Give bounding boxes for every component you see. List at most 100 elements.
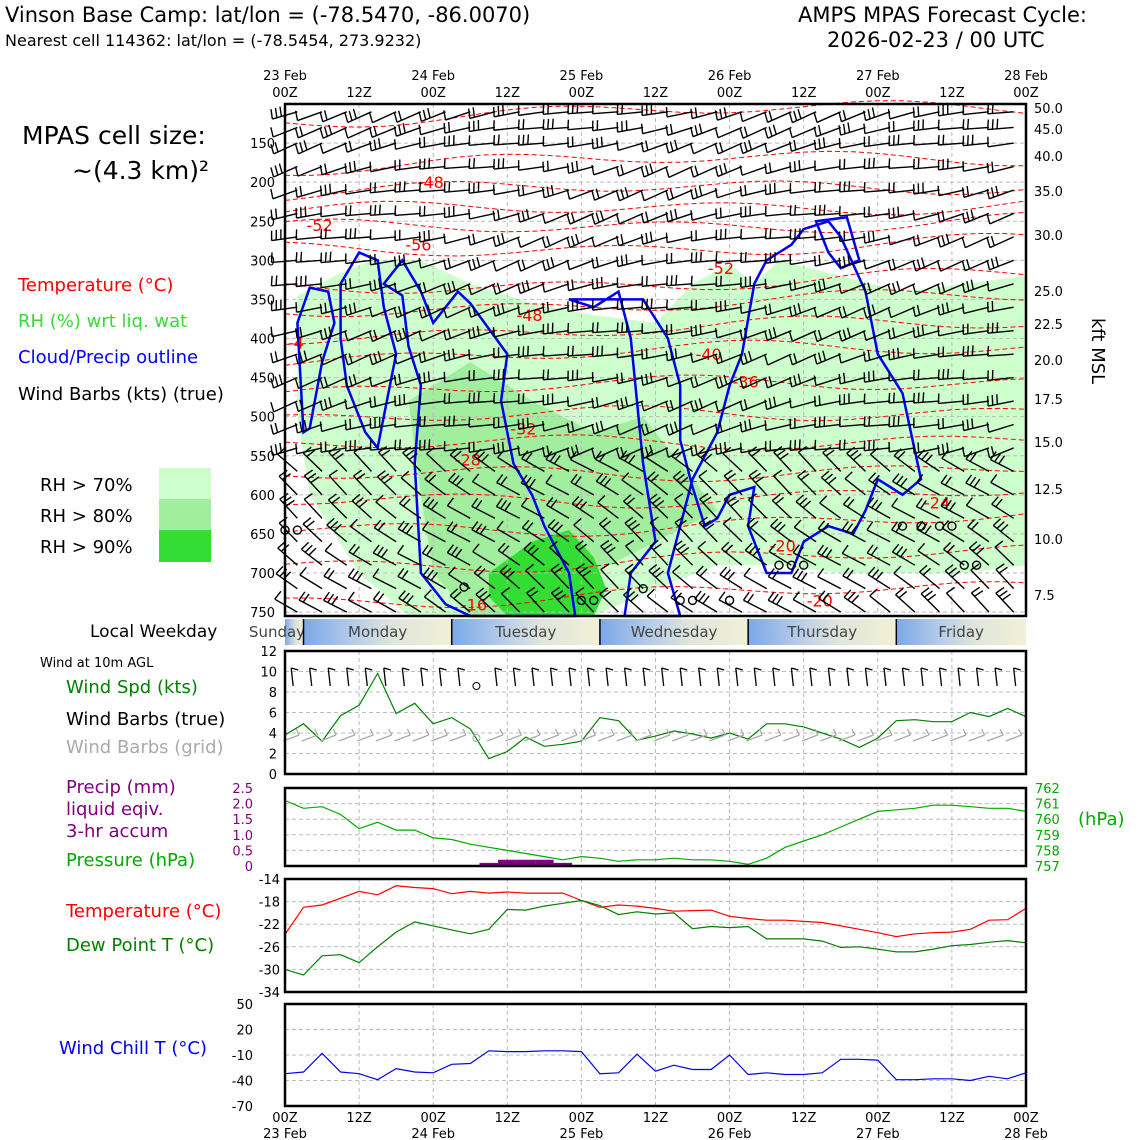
wind-barb-flag bbox=[917, 158, 920, 169]
wind-barb-flag bbox=[867, 282, 872, 293]
wind-barb-flag bbox=[891, 543, 900, 553]
wind-barb-flag bbox=[719, 421, 723, 432]
wind-barb bbox=[422, 529, 446, 543]
wind-barb-flag bbox=[475, 523, 483, 533]
wind-barb bbox=[518, 142, 545, 146]
wind-barb-flag bbox=[443, 123, 446, 134]
wind-barb-flag bbox=[714, 187, 718, 198]
wind-barb-flag bbox=[422, 109, 427, 120]
wind-barb-flag bbox=[694, 125, 699, 136]
wind-barb bbox=[594, 212, 619, 225]
wind-barb-flag bbox=[369, 440, 372, 451]
wind-barb-flag bbox=[814, 205, 817, 216]
wind-barb bbox=[322, 376, 348, 389]
wind-barb bbox=[818, 597, 842, 613]
wind-barb bbox=[345, 283, 372, 290]
wind-barb-flag bbox=[809, 667, 818, 671]
wind-barb-flag bbox=[739, 186, 743, 197]
wind-barb bbox=[642, 376, 669, 386]
kft-tick-label: 30.0 bbox=[1034, 229, 1063, 244]
wind-barb bbox=[493, 126, 520, 131]
wind-barb-flag bbox=[372, 568, 380, 578]
wind-barb bbox=[496, 528, 520, 543]
wind-barb-flag bbox=[546, 258, 551, 269]
grid-wind-barb bbox=[968, 734, 985, 742]
wind-barb bbox=[866, 283, 891, 295]
wind-barb-flag bbox=[645, 449, 653, 458]
wind-barb-flag bbox=[788, 141, 793, 152]
wind-barb bbox=[297, 126, 323, 139]
wind-barb-flag bbox=[917, 326, 920, 337]
rh70-swatch bbox=[159, 468, 211, 499]
wind-barb-flag bbox=[735, 667, 743, 671]
wind-barb bbox=[496, 481, 520, 496]
wind-barb bbox=[469, 212, 496, 220]
wind-barb bbox=[568, 667, 572, 687]
wind-barb-flag bbox=[369, 161, 372, 172]
wind-barb bbox=[469, 111, 496, 120]
wind-barb-flag bbox=[527, 134, 530, 145]
wind-barb-flag bbox=[521, 184, 525, 196]
wind-barb-flag bbox=[813, 396, 816, 407]
wind-barb-flag bbox=[443, 351, 446, 362]
wind-barb-flag bbox=[323, 398, 328, 409]
wind-barb-flag bbox=[794, 439, 797, 450]
wind-barb-flag bbox=[625, 321, 628, 333]
wind-barb-flag bbox=[748, 350, 753, 361]
wind-barb bbox=[964, 236, 990, 249]
wind-barb bbox=[322, 330, 347, 341]
wind-barb-flag bbox=[892, 348, 895, 359]
wind-barb-flag bbox=[802, 500, 812, 509]
wind-barb-flag bbox=[818, 280, 822, 291]
wind-barb bbox=[819, 502, 842, 519]
wind-barb bbox=[718, 142, 743, 155]
wind-barb bbox=[421, 283, 446, 295]
wind-barb bbox=[790, 189, 817, 194]
wind-barb-flag bbox=[493, 134, 496, 145]
wind-barb-flag bbox=[455, 548, 463, 558]
wind-barb-flag bbox=[871, 107, 876, 118]
wind-barb-flag bbox=[702, 496, 712, 504]
wind-barb-flag bbox=[274, 142, 279, 153]
wind-barb-flag bbox=[941, 303, 945, 314]
wind-barb-flag bbox=[768, 303, 772, 314]
wind-barb bbox=[445, 111, 471, 121]
wind-barb-flag bbox=[401, 570, 409, 580]
wind-barb-flag bbox=[472, 392, 476, 403]
wind-barb-flag bbox=[591, 258, 595, 269]
wind-barb-flag bbox=[599, 517, 608, 525]
wind-barb-flag bbox=[397, 305, 402, 316]
wind-barb-flag bbox=[768, 376, 773, 387]
wind-barb-flag bbox=[769, 228, 772, 239]
wind-barb-flag bbox=[310, 476, 320, 484]
wind-barb bbox=[347, 111, 372, 124]
wind-barb bbox=[372, 111, 397, 124]
wind-barb-flag bbox=[402, 498, 411, 507]
wind-barb-flag bbox=[987, 119, 990, 130]
wind-barb bbox=[990, 481, 1014, 496]
wind-barb-flag bbox=[319, 111, 324, 122]
wind-barb-flag bbox=[378, 204, 381, 215]
wind-barb bbox=[321, 306, 347, 315]
top-hour-label: 00Z bbox=[865, 86, 891, 101]
wind-barb-flag bbox=[615, 235, 620, 246]
wind-tick-label: 10 bbox=[260, 666, 277, 681]
wind-barb-flag bbox=[891, 521, 899, 531]
wind-barb-flag bbox=[665, 211, 669, 222]
bottom-hour-label: 12Z bbox=[643, 1111, 669, 1126]
wind-barb-flag bbox=[739, 400, 744, 411]
wind-barb-flag bbox=[475, 587, 485, 595]
wind-barb-flag bbox=[869, 447, 879, 455]
wind-barb-flag bbox=[347, 591, 355, 601]
wind-barb-flag bbox=[294, 187, 298, 198]
wind-barb bbox=[698, 667, 702, 687]
wind-barb-flag bbox=[750, 520, 759, 529]
wind-barb-flag bbox=[326, 517, 335, 526]
wind-barb-flag bbox=[714, 166, 719, 177]
temperature-contour-label: -24 bbox=[924, 494, 950, 513]
wind-barb bbox=[815, 376, 841, 387]
wind-barb-flag bbox=[600, 539, 610, 547]
wind-barb-flag bbox=[616, 448, 621, 459]
wind-barb bbox=[964, 212, 990, 224]
wind-barb-flag bbox=[596, 137, 599, 148]
